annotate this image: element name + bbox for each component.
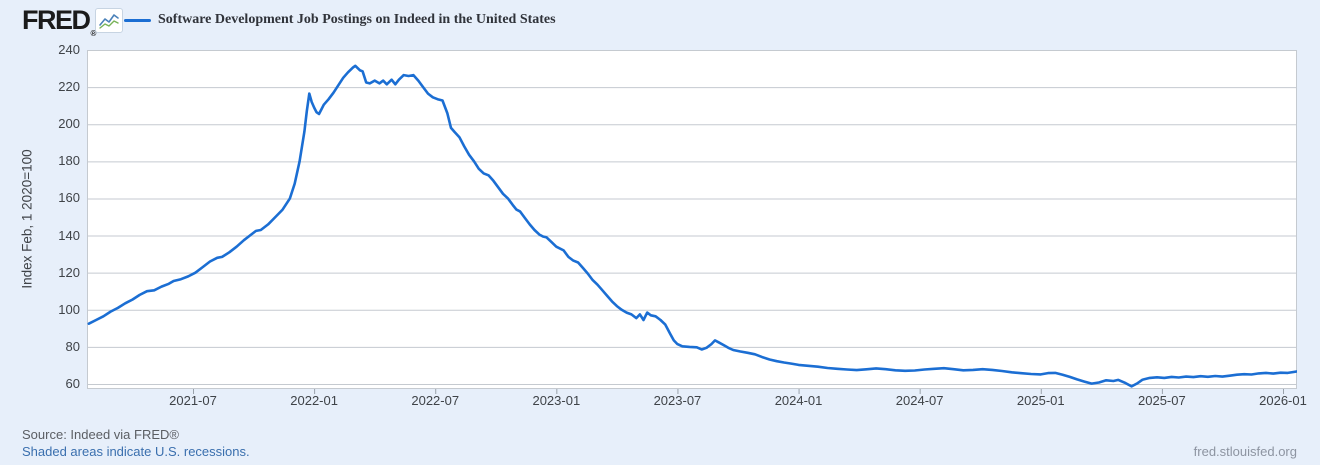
x-tick-label: 2022-07 (411, 393, 460, 408)
y-tick-label: 240 (58, 42, 80, 57)
plot-background (87, 50, 1297, 389)
x-tick-label: 2024-01 (774, 393, 823, 408)
fred-sparkline-icon (95, 8, 123, 33)
registered-mark: ® (90, 29, 97, 38)
x-tick-label: 2023-07 (653, 393, 702, 408)
x-tick-label: 2026-01 (1259, 393, 1307, 408)
x-tick-label: 2024-07 (895, 393, 944, 408)
y-tick-label: 60 (65, 376, 80, 391)
fred-header: FRED® Software Development Job Postings … (0, 0, 1320, 40)
plot-border (87, 50, 1297, 389)
y-tick-label: 140 (58, 227, 80, 243)
y-tick-label: 220 (58, 79, 80, 95)
chart-plot-area[interactable] (87, 50, 1299, 395)
fred-logo-text: FRED (22, 5, 91, 35)
x-tick-label: 2025-01 (1016, 393, 1065, 408)
fred-site-link[interactable]: fred.stlouisfed.org (1193, 444, 1297, 459)
fred-logo[interactable]: FRED® (22, 5, 97, 38)
source-text: Source: Indeed via FRED® (22, 427, 179, 442)
y-tick-label: 100 (58, 301, 80, 317)
x-tick-label: 2021-07 (169, 393, 217, 408)
y-tick-label: 80 (65, 338, 80, 354)
x-tick-label: 2022-01 (290, 393, 338, 408)
y-tick-label: 160 (58, 190, 80, 206)
y-tick-label: 120 (58, 264, 80, 280)
y-tick-label: 200 (58, 116, 80, 132)
recession-note-link[interactable]: Shaded areas indicate U.S. recessions. (22, 444, 250, 459)
plot-svg (87, 50, 1299, 394)
chart-legend: Software Development Job Postings on Ind… (124, 8, 556, 32)
x-tick-label: 2025-07 (1138, 393, 1186, 408)
series-line (87, 64, 1299, 388)
legend-series-label[interactable]: Software Development Job Postings on Ind… (158, 12, 556, 27)
legend-line-swatch (124, 18, 151, 22)
y-tick-label: 180 (58, 153, 80, 169)
x-tick-label: 2023-01 (532, 393, 581, 408)
